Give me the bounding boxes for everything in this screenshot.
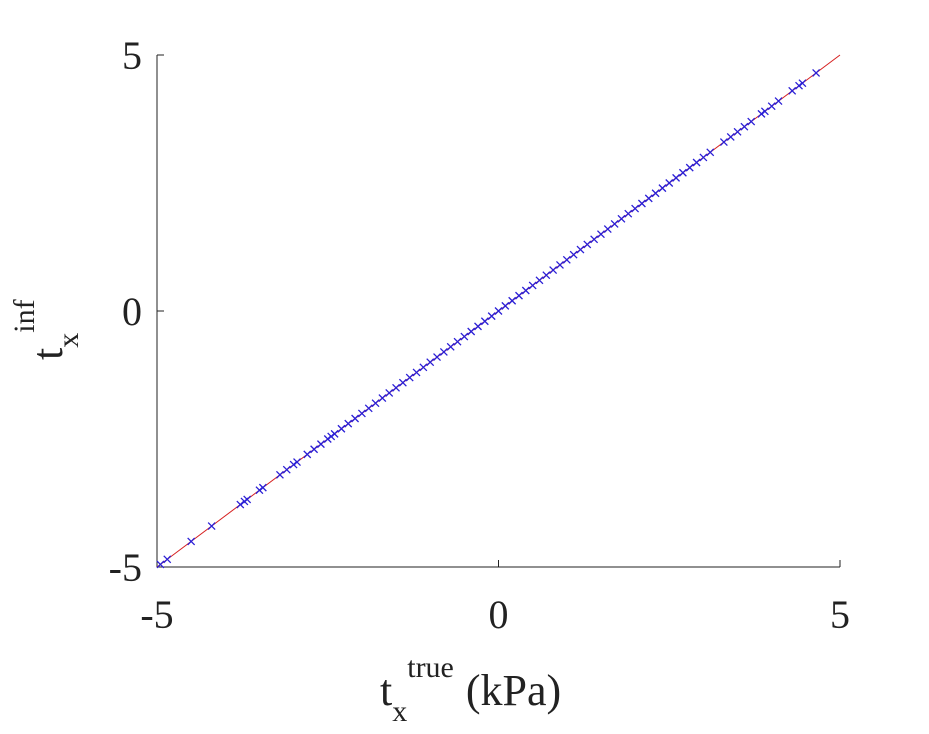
x-tick-label: 5 bbox=[830, 592, 850, 637]
y-label-sub: x bbox=[52, 333, 85, 348]
marker bbox=[678, 168, 687, 177]
marker bbox=[624, 209, 633, 218]
marker bbox=[706, 148, 715, 157]
marker bbox=[243, 495, 252, 504]
marker bbox=[569, 250, 578, 259]
y-tick-label: 0 bbox=[122, 289, 142, 334]
marker bbox=[726, 132, 735, 141]
marker bbox=[337, 424, 346, 433]
marker bbox=[156, 560, 165, 569]
marker bbox=[187, 537, 196, 546]
y-tick-label: 5 bbox=[122, 33, 142, 78]
marker bbox=[596, 230, 605, 239]
marker bbox=[480, 317, 489, 326]
marker bbox=[385, 388, 394, 397]
marker bbox=[637, 199, 646, 208]
marker bbox=[501, 301, 510, 310]
marker bbox=[405, 373, 414, 382]
marker bbox=[515, 291, 523, 300]
marker bbox=[583, 240, 592, 249]
marker bbox=[426, 358, 435, 367]
marker bbox=[699, 153, 708, 162]
marker bbox=[767, 102, 776, 111]
y-tick-label: -5 bbox=[109, 545, 142, 590]
marker bbox=[163, 555, 172, 564]
marker bbox=[236, 500, 245, 509]
marker bbox=[494, 307, 503, 315]
marker bbox=[258, 483, 267, 492]
marker bbox=[672, 173, 681, 182]
marker bbox=[467, 327, 476, 336]
marker bbox=[774, 97, 783, 106]
marker bbox=[357, 409, 366, 418]
marker bbox=[398, 378, 407, 387]
marker bbox=[542, 271, 551, 280]
x-tick-label: -5 bbox=[140, 592, 173, 637]
marker bbox=[603, 225, 612, 234]
marker bbox=[521, 286, 530, 295]
marker bbox=[474, 322, 482, 331]
marker bbox=[275, 470, 284, 479]
marker bbox=[207, 522, 216, 530]
marker bbox=[719, 138, 728, 146]
marker bbox=[610, 220, 619, 228]
y-axis-label: txinf bbox=[8, 299, 85, 360]
marker bbox=[747, 117, 756, 126]
marker bbox=[760, 107, 769, 116]
marker bbox=[788, 86, 797, 95]
marker bbox=[665, 179, 674, 187]
marker bbox=[644, 194, 653, 203]
x-tick-label: 0 bbox=[489, 592, 509, 637]
marker bbox=[733, 127, 742, 136]
marker bbox=[658, 184, 667, 193]
marker bbox=[685, 163, 694, 172]
marker bbox=[316, 440, 325, 449]
x-label-unit: (kPa) bbox=[466, 666, 561, 715]
marker bbox=[439, 348, 448, 356]
x-label-base: t bbox=[380, 666, 392, 715]
marker bbox=[617, 214, 626, 223]
marker bbox=[330, 429, 339, 438]
marker bbox=[412, 368, 421, 377]
marker bbox=[576, 245, 585, 254]
marker bbox=[562, 255, 571, 264]
marker bbox=[419, 363, 428, 372]
marker bbox=[371, 399, 380, 408]
marker bbox=[453, 337, 462, 346]
marker bbox=[344, 419, 353, 428]
marker bbox=[692, 158, 701, 167]
marker bbox=[310, 445, 319, 454]
marker bbox=[631, 204, 640, 213]
marker bbox=[433, 353, 441, 362]
marker bbox=[364, 404, 373, 413]
marker bbox=[487, 312, 496, 321]
marker bbox=[460, 332, 469, 341]
x-label-sub: x bbox=[392, 695, 407, 728]
marker bbox=[798, 79, 807, 88]
marker bbox=[549, 266, 558, 274]
marker bbox=[392, 383, 401, 392]
marker bbox=[351, 414, 360, 423]
y-label-sup: inf bbox=[8, 299, 41, 332]
marker bbox=[282, 465, 291, 474]
y-label-base: t bbox=[23, 348, 72, 360]
x-label-sup: true bbox=[407, 651, 454, 684]
marker bbox=[651, 189, 660, 198]
marker bbox=[293, 458, 301, 466]
marker bbox=[740, 122, 749, 131]
marker bbox=[446, 342, 455, 351]
marker bbox=[378, 394, 387, 402]
marker bbox=[528, 281, 537, 290]
marker bbox=[590, 235, 599, 244]
x-axis-label: txtrue (kPa) bbox=[380, 651, 561, 728]
marker bbox=[508, 296, 517, 305]
marker bbox=[812, 68, 821, 77]
marker bbox=[303, 450, 312, 459]
marker bbox=[556, 260, 564, 269]
marker bbox=[535, 276, 544, 285]
